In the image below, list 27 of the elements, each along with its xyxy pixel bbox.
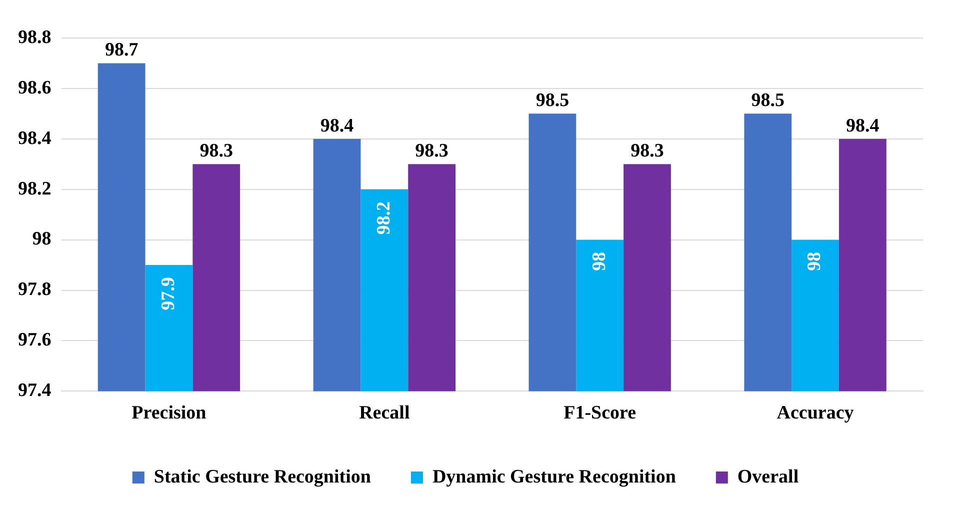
y-tick-label: 98.6	[18, 77, 52, 98]
y-tick-label: 97.4	[18, 380, 52, 402]
data-label: 98.2	[373, 201, 394, 235]
y-tick-label: 98.8	[18, 26, 52, 48]
x-tick-label: Precision	[132, 402, 207, 424]
y-tick-label: 98	[32, 228, 52, 250]
data-label: 98.3	[630, 140, 664, 162]
data-label: 98.4	[846, 115, 880, 136]
data-label: 98.3	[200, 140, 233, 162]
y-tick-label: 98.2	[18, 178, 52, 200]
x-tick-label: F1-Score	[564, 402, 636, 424]
legend-label: Overall	[737, 466, 799, 488]
data-label: 98.7	[104, 40, 139, 61]
data-label: 98	[804, 252, 826, 271]
y-tick-label: 98.4	[18, 128, 52, 149]
data-label: 97.9	[158, 277, 179, 310]
y-tick-label: 97.6	[18, 330, 52, 351]
data-label: 98.5	[536, 90, 570, 112]
legend-label: Static Gesture Recognition	[154, 466, 372, 488]
data-label: 98.4	[320, 115, 354, 136]
legend-label: Dynamic Gesture Recognition	[432, 466, 676, 488]
data-label: 98.5	[751, 90, 785, 112]
x-tick-label: Recall	[359, 402, 410, 424]
y-tick-label: 97.8	[18, 279, 52, 300]
data-label: 98	[588, 252, 610, 271]
x-tick-label: Accuracy	[776, 402, 854, 424]
data-label: 98.3	[415, 140, 448, 162]
